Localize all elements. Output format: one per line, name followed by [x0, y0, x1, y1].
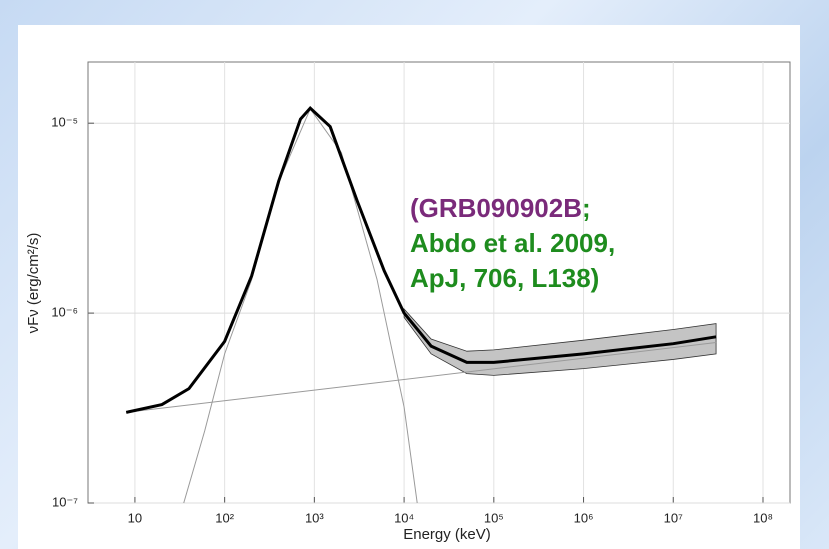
uncertainty-band [403, 308, 717, 376]
x-tick-label: 10⁴ [394, 510, 414, 525]
x-tick-label: 10⁵ [484, 510, 504, 525]
labels: 10 10² 10³ 10⁴ 10⁵ 10⁶ 10⁷ 10⁸ 10⁻⁷ 10⁻⁶ 10⁻⁵ (GRB0… [51, 115, 773, 526]
x-tick-label: 10⁷ [664, 510, 683, 525]
x-axis-title: Energy (keV) [403, 526, 491, 543]
component-line [126, 342, 717, 413]
panel [18, 25, 800, 549]
y-tick-label: 10⁻⁷ [52, 494, 78, 509]
x-tick-label: 10² [215, 510, 234, 525]
annotation: Abdo et al. 2009, [410, 228, 615, 258]
component-line [183, 107, 418, 503]
annotation-part: (GRB090902B [410, 193, 582, 223]
grid [88, 62, 790, 504]
spectrum-line [125, 106, 717, 414]
plot-area [125, 106, 717, 503]
annotation-part: ApJ, 706, L138) [410, 263, 599, 293]
annotation-part: ; [582, 193, 591, 223]
x-tick-label: 10³ [305, 510, 324, 525]
x-tick-label: 10⁸ [753, 510, 773, 525]
annotation: ApJ, 706, L138) [410, 263, 599, 293]
annotation: (GRB090902B; [410, 193, 591, 223]
y-tick-label: 10⁻⁶ [51, 305, 78, 320]
annotation-part: Abdo et al. 2009, [410, 228, 615, 258]
y-axis-title: νFν (erg/cm²/s) [25, 233, 42, 334]
x-tick-label: 10 [128, 510, 142, 525]
y-tick-label: 10⁻⁵ [51, 115, 78, 130]
x-tick-label: 10⁶ [574, 510, 594, 525]
